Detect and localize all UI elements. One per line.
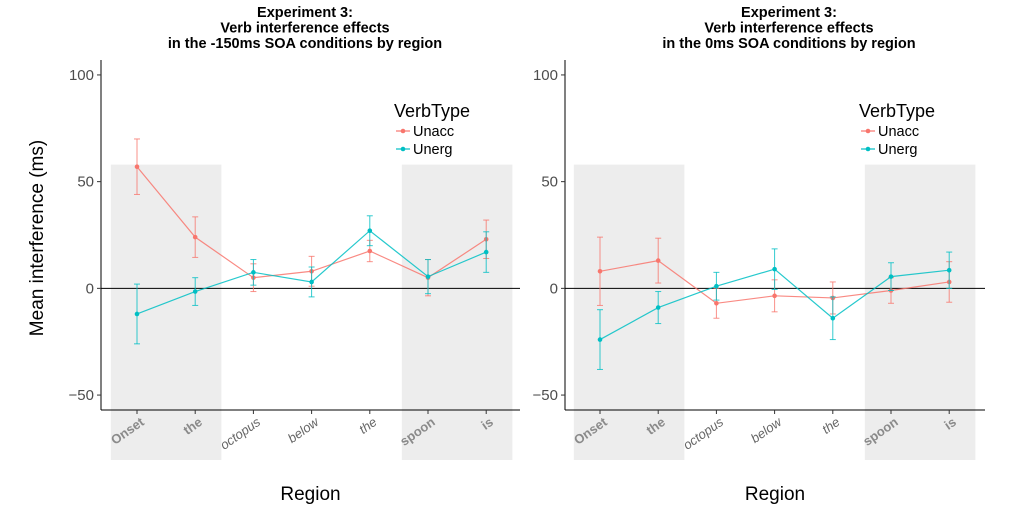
- legend-key-point: [865, 146, 871, 152]
- legend-label: Unerg: [413, 142, 453, 158]
- y-tick-label: 0: [86, 280, 94, 297]
- x-tick-label: octopus: [680, 414, 726, 453]
- y-tick-label: 100: [69, 67, 94, 84]
- data-point: [655, 258, 661, 263]
- data-point: [367, 248, 373, 254]
- data-point: [192, 289, 198, 294]
- legend-label: Unacc: [413, 124, 454, 140]
- shaded-region: [864, 164, 976, 460]
- data-point: [251, 270, 256, 275]
- y-tick-label: −50: [69, 387, 94, 404]
- data-point: [888, 274, 894, 279]
- data-point: [772, 266, 777, 272]
- legend-title: VerbType: [859, 101, 935, 121]
- y-tick-label: 0: [550, 280, 558, 297]
- x-tick-label: below: [748, 413, 786, 446]
- x-axis-label: Region: [745, 484, 805, 505]
- data-point: [597, 337, 603, 342]
- y-tick-label: 50: [77, 174, 94, 191]
- right-panel: Experiment 3:Verb interference effectsin…: [533, 5, 985, 505]
- x-tick-label: below: [285, 413, 323, 446]
- left-panel: Experiment 3:Verb interference effectsin…: [69, 5, 520, 505]
- legend-label: Unacc: [878, 124, 919, 140]
- data-point: [192, 234, 198, 240]
- x-axis-label: Region: [280, 484, 340, 505]
- x-tick-label: the: [356, 414, 379, 437]
- data-point: [425, 274, 431, 279]
- shaded-region: [573, 164, 685, 460]
- legend-key-point: [400, 128, 406, 134]
- y-axis-label: Mean interference (ms): [27, 140, 48, 336]
- shaded-region: [110, 164, 222, 460]
- chart-title-line: Experiment 3:: [257, 5, 353, 21]
- legend-key-point: [400, 146, 406, 152]
- data-point: [367, 228, 373, 234]
- chart-title-line: in the -150ms SOA conditions by region: [168, 36, 442, 52]
- chart-title-line: Verb interference effects: [220, 21, 389, 37]
- data-point: [830, 315, 836, 321]
- data-point: [597, 268, 603, 274]
- data-point: [134, 164, 140, 170]
- legend-label: Unerg: [878, 142, 918, 158]
- y-tick-label: −50: [533, 387, 558, 404]
- y-tick-label: 50: [541, 174, 558, 191]
- data-point: [483, 249, 489, 255]
- legend-key-point: [865, 128, 871, 134]
- data-point: [772, 293, 777, 299]
- shaded-region: [401, 164, 513, 460]
- x-tick-label: octopus: [217, 414, 263, 453]
- data-point: [946, 267, 952, 273]
- legend-title: VerbType: [394, 101, 470, 121]
- x-tick-label: the: [819, 414, 842, 437]
- chart-title-line: in the 0ms SOA conditions by region: [662, 36, 915, 52]
- data-point: [714, 283, 719, 289]
- y-tick-label: 100: [533, 67, 558, 84]
- chart-title-line: Experiment 3:: [741, 5, 837, 21]
- data-point: [655, 305, 661, 310]
- data-point: [309, 279, 314, 285]
- data-point: [134, 311, 140, 317]
- data-point: [714, 300, 719, 306]
- chart-title-line: Verb interference effects: [704, 21, 873, 37]
